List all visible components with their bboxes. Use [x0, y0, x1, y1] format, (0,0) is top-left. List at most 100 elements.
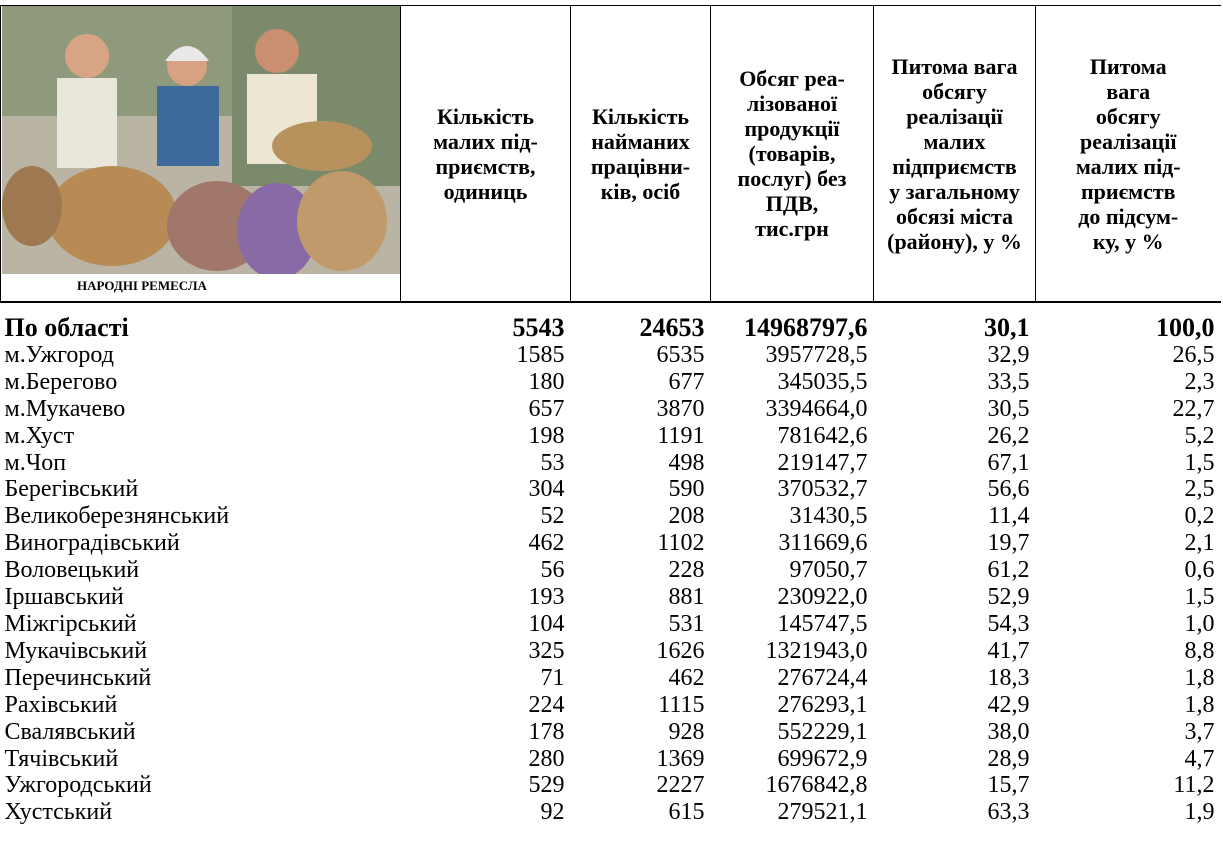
header-line: у загальному	[889, 179, 1020, 204]
cell-value: 53	[401, 450, 571, 477]
cell-value: 30,1	[874, 302, 1036, 342]
cell-value: 699672,9	[711, 746, 874, 773]
row-label: м.Берегово	[1, 369, 401, 396]
cell-value: 462	[571, 665, 711, 692]
cell-value: 590	[571, 476, 711, 503]
cell-value: 14968797,6	[711, 302, 874, 342]
cell-value: 370532,7	[711, 476, 874, 503]
row-label: м.Чоп	[1, 450, 401, 477]
header-line: Кількість	[592, 104, 689, 129]
cell-value: 1321943,0	[711, 638, 874, 665]
cell-value: 18,3	[874, 665, 1036, 692]
header-line: продукції	[745, 116, 840, 141]
photo: НАРОДНІ РЕМЕСЛА	[2, 6, 400, 296]
cell-value: 1676842,8	[711, 772, 874, 799]
cell-value: 41,7	[874, 638, 1036, 665]
cell-value: 193	[401, 584, 571, 611]
cell-value: 180	[401, 369, 571, 396]
header-line: обсягу	[922, 79, 987, 104]
cell-value: 1585	[401, 342, 571, 369]
cell-value: 19,7	[874, 530, 1036, 557]
header-line: (товарів,	[749, 141, 836, 166]
cell-value: 1191	[571, 423, 711, 450]
cell-value: 552229,1	[711, 719, 874, 746]
row-label: Берегівський	[1, 476, 401, 503]
row-label: Виноградівський	[1, 530, 401, 557]
header-line: обсязі міста	[896, 204, 1013, 229]
header-line: приємств,	[435, 154, 535, 179]
cell-value: 311669,6	[711, 530, 874, 557]
cell-value: 2,3	[1036, 369, 1221, 396]
page: НАРОДНІ РЕМЕСЛА Кількістьмалих під-приєм…	[0, 0, 1223, 841]
cell-value: 3,7	[1036, 719, 1221, 746]
cell-value: 881	[571, 584, 711, 611]
cell-value: 498	[571, 450, 711, 477]
cell-value: 54,3	[874, 611, 1036, 638]
cell-value: 280	[401, 746, 571, 773]
cell-value: 224	[401, 692, 571, 719]
header-line: ків, осіб	[601, 179, 681, 204]
cell-value: 31430,5	[711, 503, 874, 530]
header-line: Кількість	[437, 104, 534, 129]
cell-value: 1102	[571, 530, 711, 557]
row-label: Рахівський	[1, 692, 401, 719]
cell-value: 5,2	[1036, 423, 1221, 450]
cell-value: 67,1	[874, 450, 1036, 477]
cell-value: 56	[401, 557, 571, 584]
cell-value: 1,9	[1036, 799, 1221, 826]
header-line: до підсум-	[1078, 204, 1178, 229]
header-line: лізованої	[747, 91, 837, 116]
header-line: реалізації	[906, 104, 1002, 129]
header-line: обсягу	[1096, 104, 1161, 129]
header-line: працівни-	[591, 154, 690, 179]
cell-value: 15,7	[874, 772, 1036, 799]
row-label: Мукачівський	[1, 638, 401, 665]
cell-value: 781642,6	[711, 423, 874, 450]
cell-value: 230922,0	[711, 584, 874, 611]
cell-value: 325	[401, 638, 571, 665]
photo-cell: НАРОДНІ РЕМЕСЛА	[1, 6, 401, 303]
row-label: Міжгірський	[1, 611, 401, 638]
cell-value: 1,0	[1036, 611, 1221, 638]
cell-value: 33,5	[874, 369, 1036, 396]
cell-value: 28,9	[874, 746, 1036, 773]
cell-value: 677	[571, 369, 711, 396]
cell-value: 5543	[401, 302, 571, 342]
cell-value: 1369	[571, 746, 711, 773]
cell-value: 8,8	[1036, 638, 1221, 665]
cell-value: 56,6	[874, 476, 1036, 503]
header-line: одиниць	[444, 179, 528, 204]
cell-value: 63,3	[874, 799, 1036, 826]
cell-value: 52	[401, 503, 571, 530]
cell-value: 219147,7	[711, 450, 874, 477]
row-label: Перечинський	[1, 665, 401, 692]
row-label: Свалявський	[1, 719, 401, 746]
cell-value: 104	[401, 611, 571, 638]
row-label: Хустський	[1, 799, 401, 826]
cell-value: 42,9	[874, 692, 1036, 719]
cell-value: 26,5	[1036, 342, 1221, 369]
header-line: найманих	[591, 129, 690, 154]
header-line: ку, у %	[1093, 229, 1164, 254]
row-label: Воловецький	[1, 557, 401, 584]
cell-value: 198	[401, 423, 571, 450]
row-label: Великоберезнянський	[1, 503, 401, 530]
cell-value: 276724,4	[711, 665, 874, 692]
cell-value: 208	[571, 503, 711, 530]
cell-value: 1626	[571, 638, 711, 665]
cell-value: 3870	[571, 396, 711, 423]
